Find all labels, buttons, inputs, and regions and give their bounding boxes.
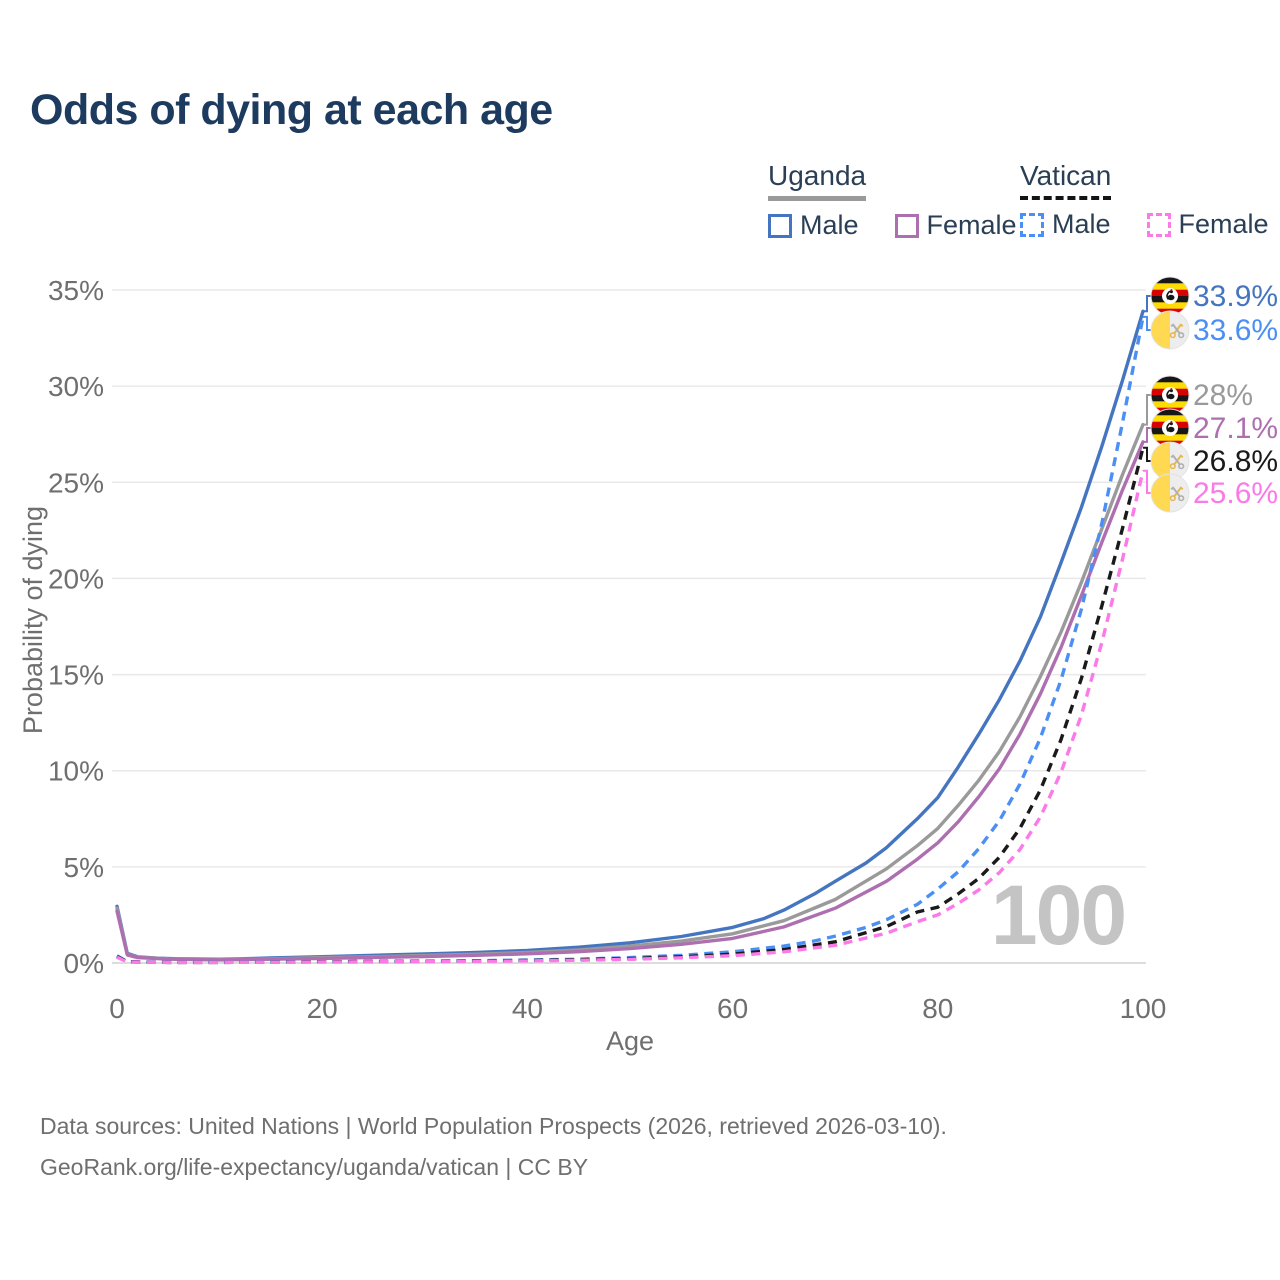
legend-item-label: Male [1052, 209, 1111, 239]
end-label-connector [1143, 394, 1151, 426]
end-label-value: 28% [1193, 379, 1253, 412]
legend-item-uganda-male[interactable]: Male [768, 210, 859, 241]
vatican-flag-icon [1150, 441, 1190, 481]
legend-item-label: Female [926, 210, 1017, 240]
x-tick-label: 80 [922, 993, 953, 1024]
vatican-female-swatch-icon [1146, 212, 1171, 237]
end-label-value: 25.6% [1193, 477, 1278, 510]
y-tick-label: 15% [48, 660, 104, 691]
vatican-male-swatch-icon [1020, 212, 1044, 237]
y-tick-label: 5% [64, 852, 104, 883]
legend-item-vatican-male[interactable]: Male [1020, 209, 1111, 240]
y-tick-label: 10% [48, 756, 104, 787]
legend-item-vatican-female[interactable]: Female [1146, 209, 1269, 240]
end-label-connector [1143, 295, 1151, 313]
watermark: 100 [991, 868, 1125, 962]
x-tick-label: 0 [109, 993, 125, 1024]
attribution-line: GeoRank.org/life-expectancy/uganda/vatic… [40, 1154, 589, 1180]
x-tick-label: 20 [307, 993, 338, 1024]
end-label-connector [1143, 427, 1151, 443]
uganda-male-swatch-icon [768, 213, 792, 238]
y-tick-label: 35% [48, 275, 104, 306]
y-tick-label: 20% [48, 563, 104, 594]
y-tick-label: 30% [48, 371, 104, 402]
end-label-value: 27.1% [1193, 412, 1278, 445]
page-title: Odds of dying at each age [30, 86, 553, 134]
x-tick-label: 100 [1120, 993, 1167, 1024]
series-vatican_female [116, 470, 1145, 965]
end-label-value: 33.9% [1193, 280, 1278, 313]
x-tick-label: 60 [717, 993, 748, 1024]
y-tick-label: 25% [48, 467, 104, 498]
footer: Data sources: United Nations | World Pop… [40, 1106, 947, 1188]
end-label-connector [1143, 446, 1151, 462]
series-vatican_total [116, 447, 1145, 965]
vatican-flag-icon [1150, 473, 1190, 513]
series-uganda_male [115, 309, 1145, 961]
legend: Uganda Male Female Vatican Male Female [0, 160, 1280, 250]
chart-canvas: 0% 5% 10% 15% 20% 25% 30% 35% 0 20 40 60 80 100 Age Pro… [18, 275, 1278, 1056]
end-label-value: 33.6% [1193, 314, 1278, 347]
legend-header-uganda: Uganda [768, 160, 867, 201]
legend-item-label: Male [800, 210, 859, 240]
end-label-connector [1143, 469, 1151, 494]
end-label-value: 26.8% [1193, 445, 1278, 478]
y-tick-label: 0% [64, 948, 104, 979]
y-axis-title: Probability of dying [18, 506, 48, 734]
x-tick-label: 40 [512, 993, 543, 1024]
legend-group-uganda: Uganda Male Female [768, 160, 1053, 241]
end-label-connector [1143, 315, 1151, 331]
data-source-line: Data sources: United Nations | World Pop… [40, 1113, 947, 1139]
series-vatican_male [116, 316, 1145, 964]
uganda-female-swatch-icon [894, 213, 919, 238]
legend-item-uganda-female[interactable]: Female [894, 210, 1017, 241]
vatican-flag-icon [1150, 310, 1190, 350]
legend-item-label: Female [1178, 209, 1269, 239]
x-axis-title: Age [606, 1026, 654, 1056]
legend-group-vatican: Vatican Male Female [1020, 160, 1280, 240]
uganda-flag-icon [1150, 276, 1190, 316]
series-uganda_female [115, 440, 1145, 962]
legend-header-vatican: Vatican [1020, 160, 1112, 200]
